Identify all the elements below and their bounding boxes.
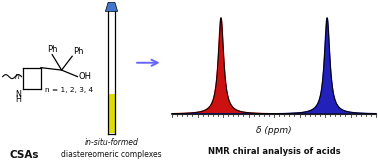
- Text: Ph: Ph: [47, 45, 57, 54]
- Text: Ph: Ph: [73, 47, 84, 56]
- Text: CSAs: CSAs: [9, 150, 39, 160]
- Text: n = 1, 2, 3, 4: n = 1, 2, 3, 4: [45, 87, 93, 93]
- Text: diastereomeric complexes: diastereomeric complexes: [61, 150, 162, 159]
- Polygon shape: [105, 2, 118, 11]
- Polygon shape: [172, 18, 376, 114]
- Text: in-situ-formed: in-situ-formed: [85, 138, 138, 147]
- Text: OH: OH: [79, 72, 91, 81]
- Text: H: H: [15, 95, 22, 104]
- Text: N: N: [15, 90, 22, 99]
- Text: NMR chiral analysis of acids: NMR chiral analysis of acids: [208, 148, 340, 156]
- Text: n: n: [15, 72, 20, 81]
- FancyArrowPatch shape: [137, 60, 158, 66]
- Bar: [108, 94, 115, 133]
- Bar: [108, 11, 115, 134]
- Text: δ (ppm): δ (ppm): [256, 126, 292, 135]
- Polygon shape: [172, 18, 376, 114]
